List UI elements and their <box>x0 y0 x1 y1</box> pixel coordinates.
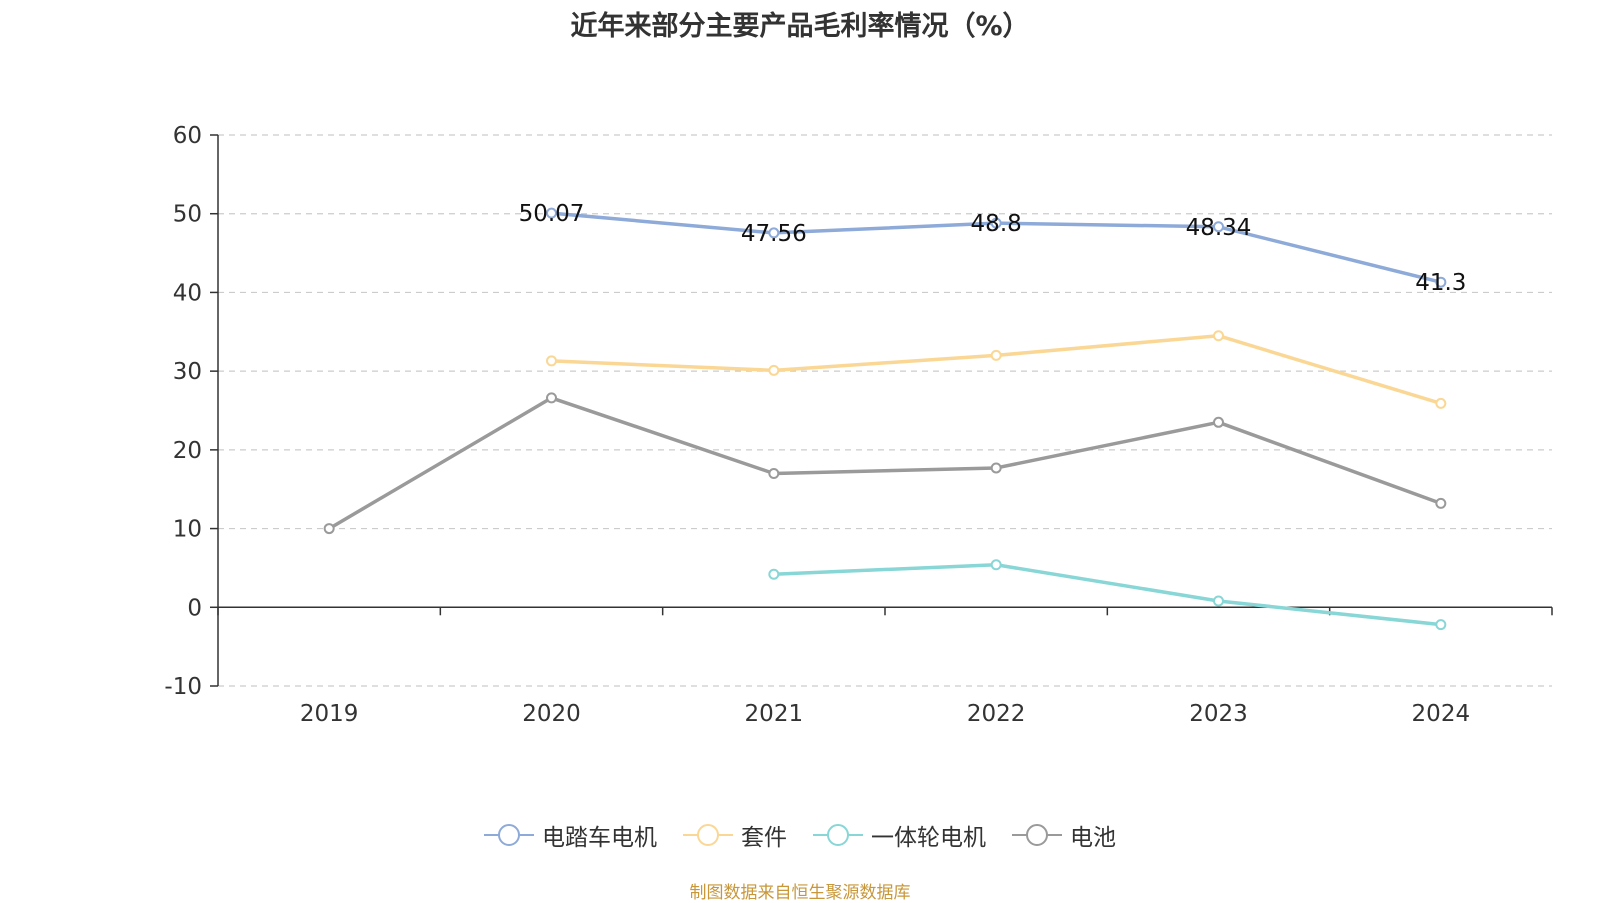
y-tick-label: 40 <box>173 280 202 306</box>
y-tick-label: 10 <box>173 517 202 543</box>
x-tick-label: 2022 <box>967 701 1026 727</box>
data-label: 48.8 <box>971 211 1022 237</box>
data-point <box>1213 330 1224 342</box>
x-tick-label: 2019 <box>300 701 359 727</box>
legend-label: 一体轮电机 <box>871 825 986 851</box>
x-tick-label: 2021 <box>745 701 804 727</box>
chart-legend: 电踏车电机 套件 一体轮电机 电池 <box>0 818 1600 852</box>
legend-marker-icon <box>813 824 863 846</box>
data-point <box>546 207 557 219</box>
data-point <box>990 349 1002 361</box>
data-point <box>323 523 335 535</box>
x-tick-label: 2020 <box>522 701 581 727</box>
series-line <box>328 396 1442 531</box>
legend-item-wheel-motor[interactable]: 一体轮电机 <box>813 818 986 852</box>
series-line <box>551 333 1442 406</box>
legend-marker-icon <box>1012 824 1062 846</box>
data-label: 48.34 <box>1186 215 1252 241</box>
y-tick-label: -10 <box>164 674 202 700</box>
x-tick-label: 2024 <box>1412 701 1471 727</box>
y-tick-label: 30 <box>173 359 202 385</box>
legend-marker-icon <box>484 824 534 846</box>
y-tick-label: 20 <box>173 438 202 464</box>
x-tick-label: 2023 <box>1189 701 1248 727</box>
data-point <box>1213 595 1224 607</box>
data-point <box>1213 416 1224 428</box>
data-point <box>990 462 1002 474</box>
data-point <box>990 559 1002 571</box>
legend-label: 套件 <box>741 825 787 851</box>
data-point <box>1435 276 1447 288</box>
data-label: 41.3 <box>1415 270 1466 296</box>
data-point <box>768 467 780 479</box>
data-label: 50.07 <box>519 201 585 227</box>
data-point <box>768 568 780 580</box>
chart-title: 近年来部分主要产品毛利率情况（%） <box>570 11 1030 42</box>
y-tick-label: 0 <box>187 595 202 621</box>
data-point <box>1213 221 1224 233</box>
legend-item-battery[interactable]: 电池 <box>1012 818 1116 852</box>
data-point <box>768 364 780 376</box>
data-point <box>990 217 1002 229</box>
legend-label: 电池 <box>1070 825 1116 851</box>
y-tick-label: 60 <box>173 123 202 149</box>
data-label: 47.56 <box>741 221 807 247</box>
legend-label: 电踏车电机 <box>542 825 657 851</box>
legend-marker-icon <box>683 824 733 846</box>
series-line <box>773 563 1442 627</box>
data-point <box>1435 497 1447 509</box>
y-tick-label: 50 <box>173 202 202 228</box>
legend-item-motor[interactable]: 电踏车电机 <box>484 818 657 852</box>
data-point <box>768 227 780 239</box>
data-point <box>546 392 557 404</box>
data-point <box>1435 397 1447 409</box>
data-source: 制图数据来自恒生聚源数据库 <box>689 883 911 903</box>
legend-item-kit[interactable]: 套件 <box>683 818 787 852</box>
data-point <box>1435 619 1447 631</box>
data-point <box>546 355 557 367</box>
line-chart: -10 0 10 20 30 40 50 60 2019 2020 2021 2022 2023 2024… <box>164 123 1553 727</box>
